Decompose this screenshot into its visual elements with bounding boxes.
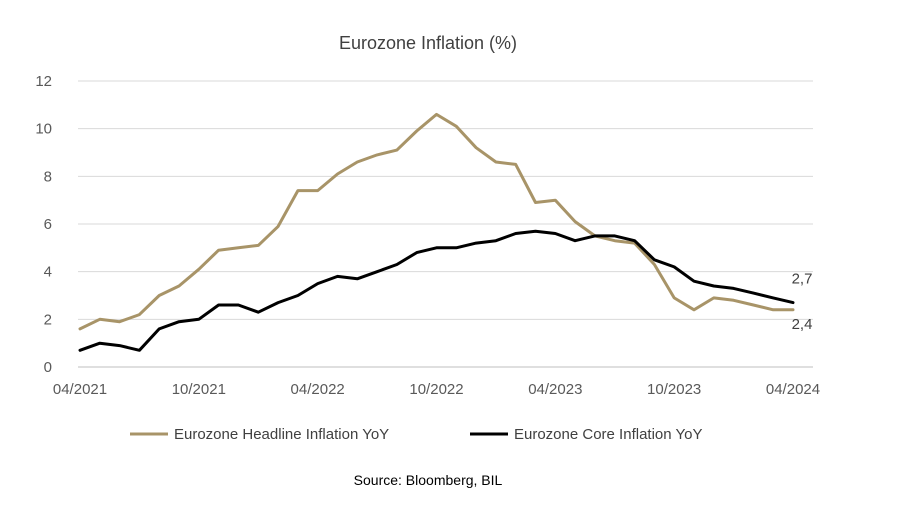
headline-inflation-line (78, 112, 795, 331)
x-tick-label: 10/2022 (409, 381, 463, 398)
x-tick-label: 04/2022 (291, 381, 345, 398)
y-tick-label: 6 (44, 216, 52, 233)
x-tick-label: 10/2021 (172, 381, 226, 398)
x-axis: 04/2021 10/2021 04/2022 10/2022 04/2023 10/20… (53, 381, 820, 398)
y-tick-label: 2 (44, 311, 52, 328)
x-tick-label: 10/2023 (647, 381, 701, 398)
legend-label: Eurozone Core Inflation YoY (514, 426, 702, 443)
legend-item: Eurozone Core Inflation YoY (470, 426, 702, 443)
gridlines (78, 80, 813, 368)
core-inflation-line (78, 229, 795, 352)
plot-area (78, 112, 795, 352)
legend-label: Eurozone Headline Inflation YoY (174, 426, 389, 443)
headline-end-label: 2,4 (792, 316, 813, 333)
x-tick-label: 04/2024 (766, 381, 820, 398)
y-tick-label: 0 (44, 359, 52, 376)
y-axis: 0 2 4 6 8 10 12 (35, 73, 52, 376)
core-end-label: 2,7 (792, 271, 813, 288)
source-note: Source: Bloomberg, BIL (354, 472, 503, 488)
chart-title: Eurozone Inflation (%) (339, 33, 517, 53)
legend-item: Eurozone Headline Inflation YoY (130, 426, 389, 443)
end-labels: 2,4 2,7 (792, 271, 813, 333)
y-tick-label: 10 (35, 121, 52, 138)
x-tick-label: 04/2023 (528, 381, 582, 398)
legend: Eurozone Headline Inflation YoY Eurozone … (130, 426, 702, 443)
y-tick-label: 8 (44, 168, 52, 185)
y-tick-label: 4 (44, 264, 52, 281)
y-tick-label: 12 (35, 73, 52, 90)
x-tick-label: 04/2021 (53, 381, 107, 398)
